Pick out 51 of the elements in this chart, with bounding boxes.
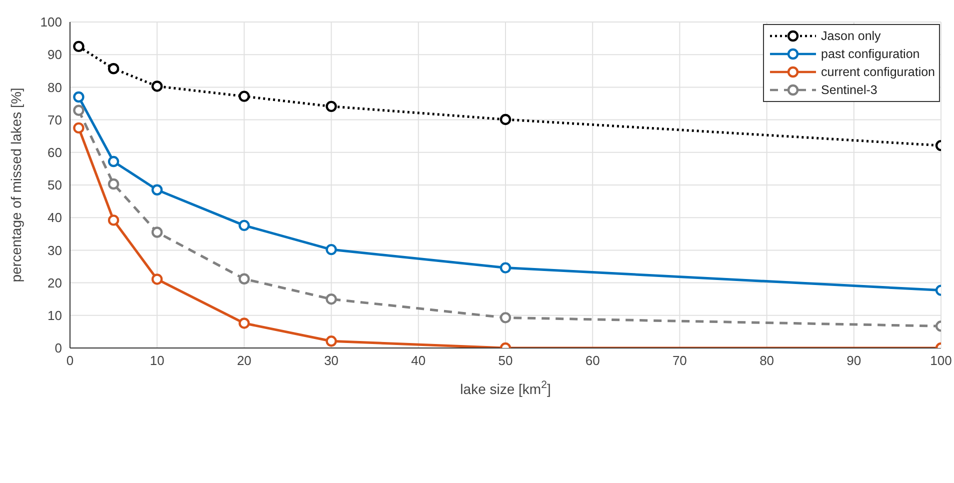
y-tick-label: 40 xyxy=(48,210,62,226)
point xyxy=(326,244,337,256)
x-tick-label: 0 xyxy=(66,353,74,368)
point xyxy=(108,178,120,190)
legend-label: current configuration xyxy=(821,65,935,79)
x-tick-label: 100 xyxy=(930,353,952,368)
y-tick-label: 90 xyxy=(48,47,62,62)
point xyxy=(108,214,120,226)
y-tick-label: 10 xyxy=(48,308,62,324)
point xyxy=(73,104,84,116)
x-tick-label: 60 xyxy=(585,353,600,368)
point xyxy=(500,114,512,126)
point xyxy=(238,220,250,232)
point xyxy=(326,294,337,305)
y-tick-label: 60 xyxy=(48,145,62,160)
point xyxy=(73,122,84,134)
point xyxy=(152,80,163,92)
x-tick-label: 40 xyxy=(411,353,426,368)
x-tick-label: 20 xyxy=(236,353,252,368)
y-tick-label: 80 xyxy=(48,80,62,95)
point xyxy=(73,91,84,103)
point xyxy=(238,273,250,284)
y-tick-label: 70 xyxy=(48,112,62,128)
x-tick-label: 80 xyxy=(760,353,774,368)
point xyxy=(108,156,120,168)
legend-label: Jason only xyxy=(821,29,881,43)
x-tick-label: 30 xyxy=(324,353,339,368)
point xyxy=(152,226,163,238)
y-tick-label: 20 xyxy=(48,275,62,290)
x-tick-label: 70 xyxy=(672,353,687,368)
legend-label: Sentinel-3 xyxy=(821,83,878,97)
point xyxy=(108,63,120,74)
point xyxy=(326,100,337,112)
x-tick-label: 90 xyxy=(846,353,862,368)
point xyxy=(238,90,250,102)
point xyxy=(238,318,250,329)
x-tick-label: 50 xyxy=(498,353,513,368)
point xyxy=(500,262,512,274)
point xyxy=(73,40,84,52)
point xyxy=(500,312,512,324)
x-tick-label: 10 xyxy=(150,353,164,368)
y-tick-label: 50 xyxy=(48,178,62,193)
point xyxy=(326,336,337,347)
point xyxy=(152,184,163,196)
y-tick-label: 30 xyxy=(48,242,62,258)
y-axis-title: percentage of missed lakes [%] xyxy=(8,88,24,282)
point xyxy=(152,274,163,285)
y-tick-label: 0 xyxy=(54,340,62,356)
y-tick-label: 100 xyxy=(40,14,62,30)
legend-label: past configuration xyxy=(821,47,920,61)
x-axis-title: lake size [km$^{2}$] xyxy=(460,379,551,397)
